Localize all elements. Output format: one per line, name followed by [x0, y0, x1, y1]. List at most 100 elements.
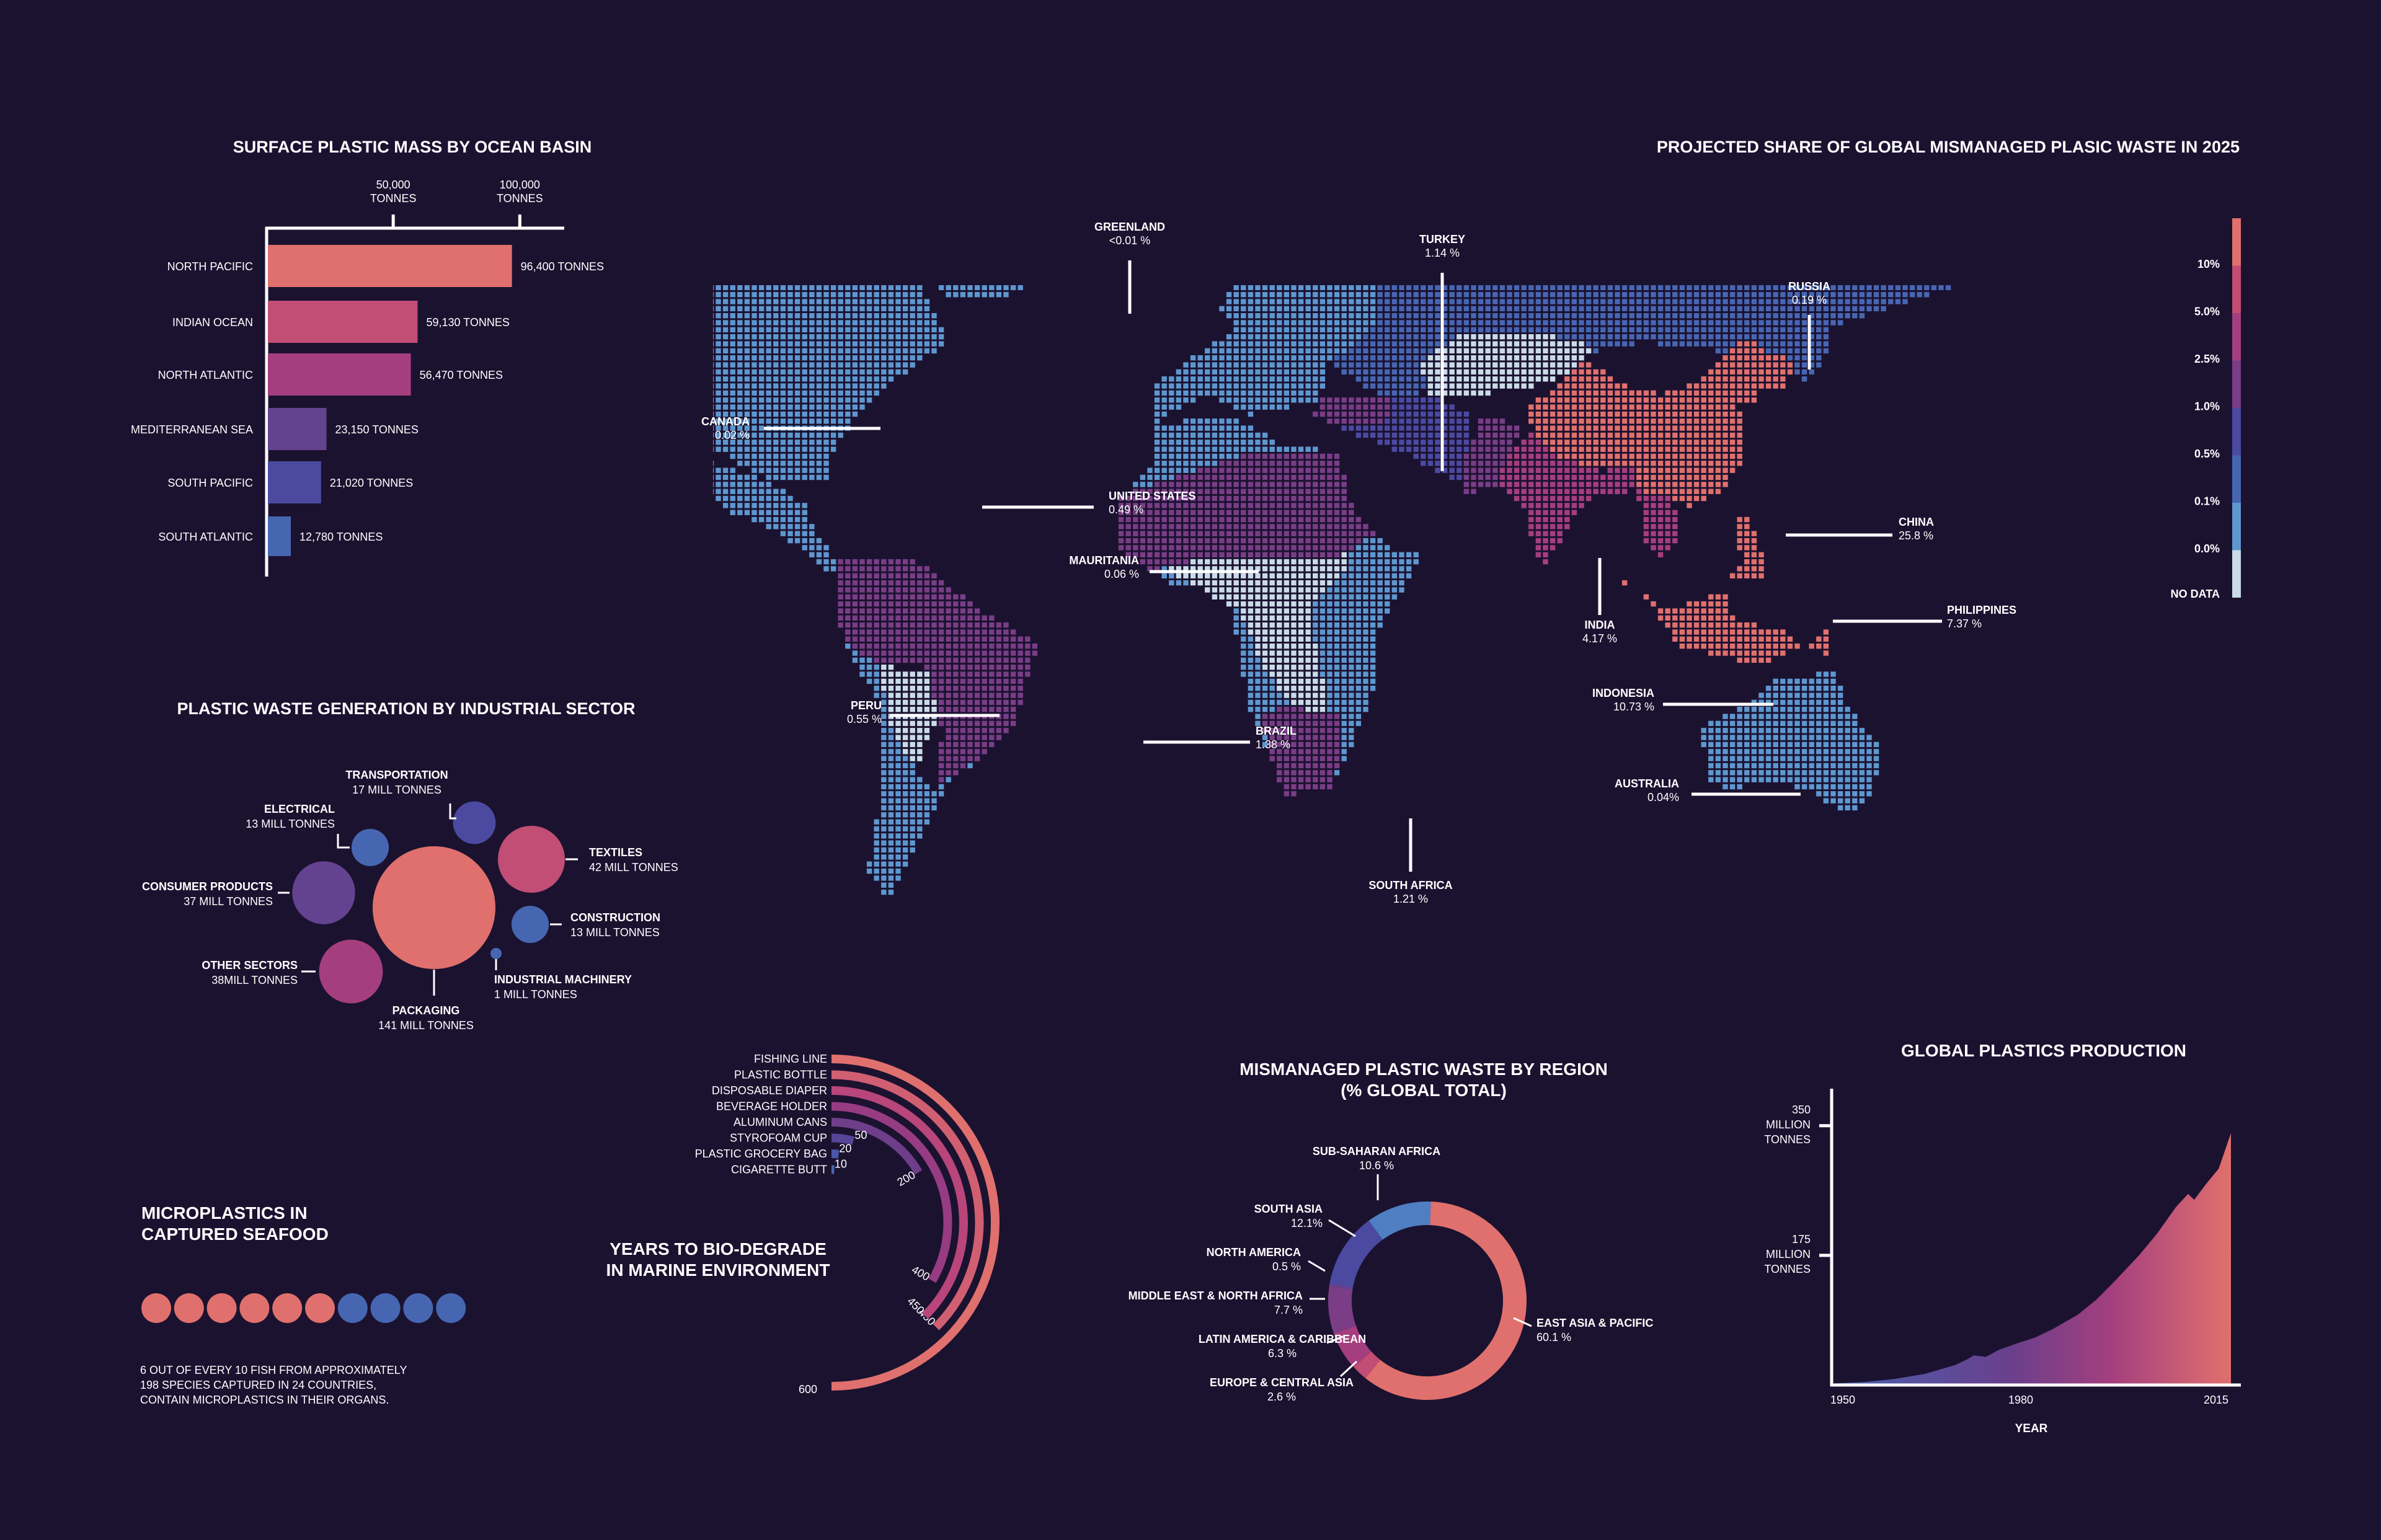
map-dot: [787, 306, 793, 312]
map-dot: [1607, 404, 1613, 410]
map-dot: [1535, 334, 1541, 340]
map-dot: [794, 432, 800, 438]
map-dot: [1579, 313, 1584, 319]
map-dot: [1327, 320, 1332, 325]
map-dot: [1643, 418, 1649, 424]
map-dot: [1413, 334, 1419, 340]
map-dot: [830, 383, 836, 389]
map-dot: [1752, 264, 1757, 269]
map-dot: [1607, 482, 1613, 487]
map-dot: [809, 299, 815, 304]
map-dot: [1492, 446, 1498, 452]
map-dot: [1773, 271, 1778, 276]
map-dot: [960, 257, 965, 262]
map-dot: [713, 327, 714, 333]
map-dot: [1277, 292, 1282, 298]
map-dot: [1406, 362, 1412, 368]
map-dot: [615, 306, 620, 311]
map-dot: [1579, 306, 1584, 312]
map-dot: [1758, 306, 1764, 312]
map-dot: [1241, 348, 1246, 354]
map-dot: [888, 362, 894, 368]
map-dot: [766, 474, 771, 480]
map-dot: [1571, 383, 1577, 389]
map-dot: [665, 397, 670, 402]
map-dot: [780, 334, 786, 340]
map-dot: [1672, 299, 1678, 304]
map-dot: [1744, 243, 1749, 248]
map-dot: [1730, 222, 1735, 227]
map-dot: [1248, 495, 1254, 502]
map-dot: [1471, 369, 1476, 375]
map-dot: [1751, 348, 1757, 354]
map-dot: [1895, 285, 1901, 290]
map-dot: [895, 306, 901, 312]
map-dot: [1557, 425, 1563, 431]
map-dot: [924, 187, 929, 192]
map-dot: [1615, 411, 1620, 417]
map-dot: [1600, 341, 1606, 347]
map-dot: [960, 285, 966, 290]
map-dot: [1385, 257, 1390, 262]
map-dot: [694, 250, 699, 255]
map-dot: [1522, 229, 1527, 234]
map-dot: [637, 292, 642, 297]
map-dot: [758, 390, 765, 396]
map-dot: [1233, 418, 1239, 424]
map-dot: [1687, 215, 1692, 219]
map-dot: [601, 299, 606, 304]
map-dot: [1233, 299, 1239, 304]
map-dot: [651, 299, 656, 304]
map-dot: [615, 292, 620, 297]
map-dot: [773, 250, 778, 255]
map-dot: [982, 285, 987, 290]
map-dot: [1550, 313, 1556, 319]
map-dot: [867, 257, 872, 262]
map-dot: [1564, 236, 1569, 241]
map-dot: [1363, 425, 1368, 431]
map-dot: [1752, 278, 1757, 283]
map-dot: [1600, 320, 1606, 325]
map-dot: [889, 278, 893, 283]
map-dot: [1536, 250, 1541, 255]
map-dot: [1349, 341, 1354, 347]
map-dot: [1881, 285, 1886, 290]
map-dot: [701, 341, 706, 346]
map-dot: [845, 369, 851, 375]
map-dot: [881, 278, 886, 283]
map-dot: [1514, 461, 1520, 466]
map-dot: [1399, 341, 1404, 347]
map-dot: [1621, 285, 1628, 290]
map-dot: [1241, 495, 1246, 502]
map-dot: [637, 299, 642, 304]
map-dot: [845, 292, 851, 298]
map-dot: [644, 412, 649, 417]
region-slice: [1354, 1351, 1381, 1379]
map-dot: [1471, 453, 1476, 459]
map-dot: [1385, 355, 1390, 361]
map-dot: [1499, 440, 1505, 445]
map-dot: [1687, 264, 1692, 269]
map-dot: [823, 376, 829, 382]
map-dot: [859, 369, 865, 375]
map-dot: [1600, 482, 1606, 487]
map-dot: [1492, 362, 1498, 368]
map-dot: [1744, 334, 1750, 340]
map-dot: [730, 376, 735, 382]
map-dot: [1190, 383, 1196, 389]
seafood-dots: [141, 1293, 466, 1323]
map-dot: [1262, 355, 1268, 361]
map-dot: [737, 250, 742, 255]
map-dot: [1694, 257, 1699, 262]
map-dot: [1579, 250, 1584, 255]
map-dot: [1442, 383, 1448, 389]
map-dot: [1680, 243, 1685, 248]
map-dot: [1111, 271, 1116, 276]
map-dot: [1305, 383, 1311, 389]
map-dot: [1277, 278, 1282, 283]
map-dot: [1319, 495, 1326, 502]
map-dot: [1349, 250, 1354, 255]
map-dot: [1651, 411, 1656, 417]
map-dot: [1917, 271, 1922, 276]
map-dot: [1176, 461, 1182, 466]
